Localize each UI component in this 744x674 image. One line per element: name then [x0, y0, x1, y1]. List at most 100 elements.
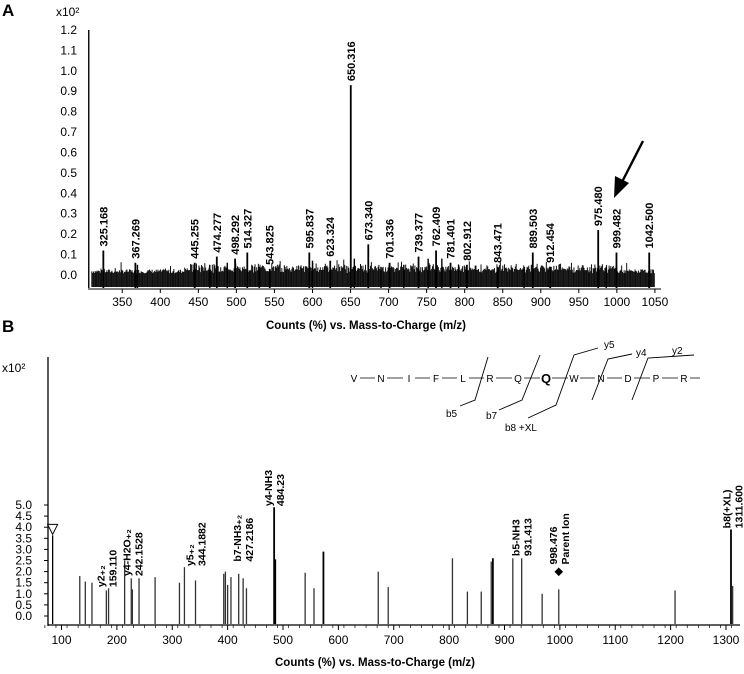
- panel-b-x-axis-title: Counts (%) vs. Mass-to-Charge (m/z): [275, 657, 475, 669]
- y-tick-label: 0.1: [60, 248, 77, 262]
- peak-label-623-324: 623.324: [325, 216, 337, 257]
- y-tick-label: 1.5: [15, 576, 32, 590]
- residue-bg: [622, 371, 634, 385]
- peak-label-y4-nh3: y4-NH3: [263, 470, 275, 506]
- x-tick-label: 300: [162, 633, 182, 647]
- residue-d: D: [624, 374, 631, 385]
- y-tick-label: 0.5: [60, 166, 77, 180]
- x-tick-label: 550: [264, 295, 284, 309]
- x-tick-label: 950: [569, 295, 589, 309]
- residue-n: N: [597, 374, 604, 385]
- peak-label-889-503: 889.503: [528, 209, 540, 249]
- residue-bg: [348, 371, 360, 385]
- fragment-mark-y4: [591, 353, 633, 401]
- panel-a-peaks: [88, 29, 651, 288]
- peak-label-1042-500: 1042.500: [644, 203, 656, 249]
- y-tick-label: 1.0: [15, 587, 32, 601]
- residue-v: V: [351, 374, 358, 385]
- peak-label-y4-h2o: y4-H2O₊₂: [121, 529, 133, 576]
- peak-label-y5: y5₊₂: [185, 544, 197, 566]
- x-tick-label: 1200: [657, 633, 684, 647]
- peak-label-701-336: 701.336: [385, 219, 397, 259]
- x-tick-label: 850: [493, 295, 513, 309]
- y-tick-label: 0.8: [60, 105, 77, 119]
- fragment-label-b7: b7: [486, 411, 498, 422]
- fragment-label-y2: y2: [672, 346, 683, 357]
- x-tick-label: 800: [455, 295, 475, 309]
- x-tick-label: 1000: [547, 633, 574, 647]
- peak-label-1311-600: 1311.600: [734, 485, 744, 528]
- peak-label-367-269: 367.269: [130, 219, 142, 259]
- x-tick-label: 750: [417, 295, 437, 309]
- fragment-label-y5: y5: [604, 340, 615, 351]
- x-tick-label: 1000: [604, 295, 631, 309]
- peak-label-325-168: 325.168: [98, 207, 110, 247]
- peak-label-739-377: 739.377: [414, 213, 426, 253]
- x-tick-label: 400: [218, 633, 238, 647]
- arrow-head: [614, 176, 629, 198]
- y-tick-label: 3.5: [15, 531, 32, 545]
- x-tick-label: 900: [531, 295, 551, 309]
- panel-letter-a: A: [2, 1, 14, 20]
- x-tick-label: 500: [273, 633, 293, 647]
- residue-bg: [650, 371, 662, 385]
- y-tick-label: 2.5: [15, 554, 32, 568]
- peak-label-762-409: 762.409: [431, 207, 443, 247]
- x-tick-label: 400: [150, 295, 170, 309]
- residue-bg: [430, 371, 442, 385]
- panel-b: B x10² 0.00.51.01.52.02.53.03.54.04.55.0…: [2, 317, 744, 669]
- y-tick-label: 1.0: [60, 64, 77, 78]
- residue-i: I: [408, 374, 411, 385]
- peak-label-931-413: 931.413: [523, 518, 535, 556]
- y-tick-label: 4.5: [15, 509, 32, 523]
- y-tick-label: 4.0: [15, 520, 32, 534]
- peak-label-514-327: 514.327: [242, 209, 254, 249]
- peak-label-802-912: 802.912: [462, 221, 474, 261]
- peak-label-543-825: 543.825: [265, 225, 277, 265]
- x-tick-label: 1050: [642, 295, 669, 309]
- peak-label-474-277: 474.277: [212, 213, 224, 253]
- peak-label-673-340: 673.340: [363, 201, 375, 241]
- panel-b-y-multiplier: x10²: [2, 361, 25, 375]
- panel-a-x-axis-title: Counts (%) vs. Mass-to-Charge (m/z): [266, 320, 466, 332]
- x-tick-label: 800: [439, 633, 459, 647]
- peak-label-445-255: 445.255: [190, 219, 202, 259]
- residue-r: R: [486, 374, 493, 385]
- triangle-marker: [46, 523, 59, 624]
- panel-letter-b: B: [2, 317, 14, 336]
- panel-a-y-multiplier: x10²: [56, 5, 79, 19]
- residue-bg: [540, 371, 552, 385]
- peak-label-242-1528: 242.1528: [133, 532, 145, 576]
- peak-label-498-292: 498.292: [230, 215, 242, 255]
- residue-bg: [403, 371, 415, 385]
- residue-bg: [484, 371, 496, 385]
- parent-ion-diamond: ◆: [554, 565, 564, 577]
- x-tick-label: 900: [494, 633, 514, 647]
- x-tick-label: 600: [328, 633, 348, 647]
- arrow-shaft: [620, 140, 645, 183]
- arrow-annotation: [614, 140, 645, 198]
- residue-bg: [375, 371, 387, 385]
- panel-a-x-ticks: 350 400 450 500 550 600 650 700 750 800 850 900 950 1…: [112, 289, 669, 309]
- y-tick-label: 5.0: [15, 498, 32, 512]
- panel-b-peaks: [79, 507, 734, 624]
- residue-l: L: [460, 374, 466, 385]
- x-tick-label: 700: [384, 633, 404, 647]
- panel-b-peak-labels: y2₊₂ 159.110 y4-H2O₊₂ 242.1528 y5₊₂ 344.1882 b…: [95, 470, 744, 587]
- x-tick-label: 1100: [602, 633, 628, 647]
- peak-label-998-476: 998.476: [548, 526, 560, 564]
- panel-a-peak-labels: 325.168 367.269 445.255 474.277 498.292 514.3…: [98, 41, 656, 265]
- peak-label-650-316: 650.316: [346, 41, 358, 81]
- peptide-sequence: V N I F L R Q Q W N D P R b5 b7 b8 +XL y5 y4 y2: [348, 340, 700, 434]
- panel-a-y-ticks: 0.0 0.1 0.2 0.3 0.4 0.5 0.6 0.7 0.8 0.9 1.0 1.1 1.2: [60, 23, 77, 282]
- residue-f: F: [433, 374, 439, 385]
- peak-label-y2: y2₊₂: [95, 565, 107, 587]
- y-tick-label: 0.9: [60, 84, 77, 98]
- peak-label-595-837: 595.837: [304, 209, 316, 249]
- y-tick-label: 1.2: [60, 23, 77, 37]
- x-tick-label: 500: [226, 295, 246, 309]
- panel-a-noise: [91, 259, 655, 287]
- x-tick-label: 200: [107, 633, 127, 647]
- residue-q: Q: [514, 374, 522, 385]
